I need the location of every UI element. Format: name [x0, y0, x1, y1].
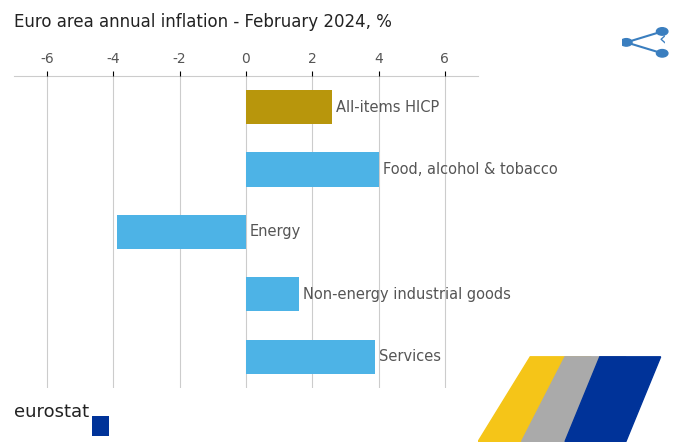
Text: eurostat: eurostat: [14, 404, 89, 421]
Text: Non-energy industrial goods: Non-energy industrial goods: [303, 287, 511, 302]
Bar: [117, 215, 246, 249]
Text: Euro area annual inflation - February 2024, %: Euro area annual inflation - February 20…: [14, 13, 391, 31]
Text: All-items HICP: All-items HICP: [336, 99, 439, 115]
Bar: [246, 277, 299, 311]
Polygon shape: [478, 357, 591, 442]
Polygon shape: [565, 357, 660, 442]
Text: Food, alcohol & tobacco: Food, alcohol & tobacco: [382, 162, 557, 177]
Polygon shape: [522, 357, 626, 442]
Text: Services: Services: [379, 349, 441, 364]
Text: Energy: Energy: [250, 224, 301, 240]
Bar: [246, 339, 375, 374]
Text: ‹: ‹: [658, 29, 666, 48]
Circle shape: [621, 39, 632, 46]
Circle shape: [656, 50, 668, 57]
Bar: [246, 153, 378, 187]
Bar: [246, 90, 332, 124]
Circle shape: [656, 28, 668, 35]
